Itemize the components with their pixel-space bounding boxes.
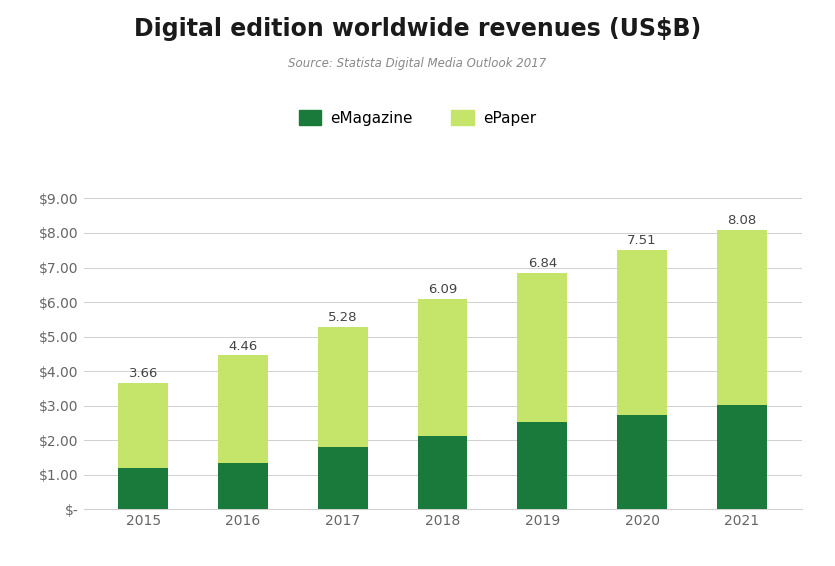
Text: Source: Statista Digital Media Outlook 2017: Source: Statista Digital Media Outlook 2…	[288, 57, 547, 70]
Bar	[518, 422, 567, 509]
Bar	[218, 355, 268, 464]
Bar	[119, 383, 169, 468]
Bar	[418, 436, 468, 509]
Bar	[218, 464, 268, 509]
Text: 8.08: 8.08	[727, 215, 757, 228]
Bar	[617, 250, 667, 415]
Text: 5.28: 5.28	[328, 311, 357, 324]
Bar	[716, 405, 767, 509]
Text: 6.09: 6.09	[428, 283, 458, 296]
Bar	[518, 273, 567, 422]
Text: Digital edition worldwide revenues (US$B): Digital edition worldwide revenues (US$B…	[134, 17, 701, 41]
Bar	[318, 447, 367, 509]
Bar	[119, 468, 169, 509]
Bar	[716, 230, 767, 405]
Text: 7.51: 7.51	[627, 234, 657, 247]
Bar	[617, 415, 667, 509]
Text: 4.46: 4.46	[229, 340, 258, 353]
Bar	[318, 327, 367, 447]
Text: 3.66: 3.66	[129, 367, 158, 380]
Text: 6.84: 6.84	[528, 258, 557, 271]
Bar	[418, 299, 468, 436]
Legend: eMagazine, ePaper: eMagazine, ePaper	[298, 109, 537, 126]
